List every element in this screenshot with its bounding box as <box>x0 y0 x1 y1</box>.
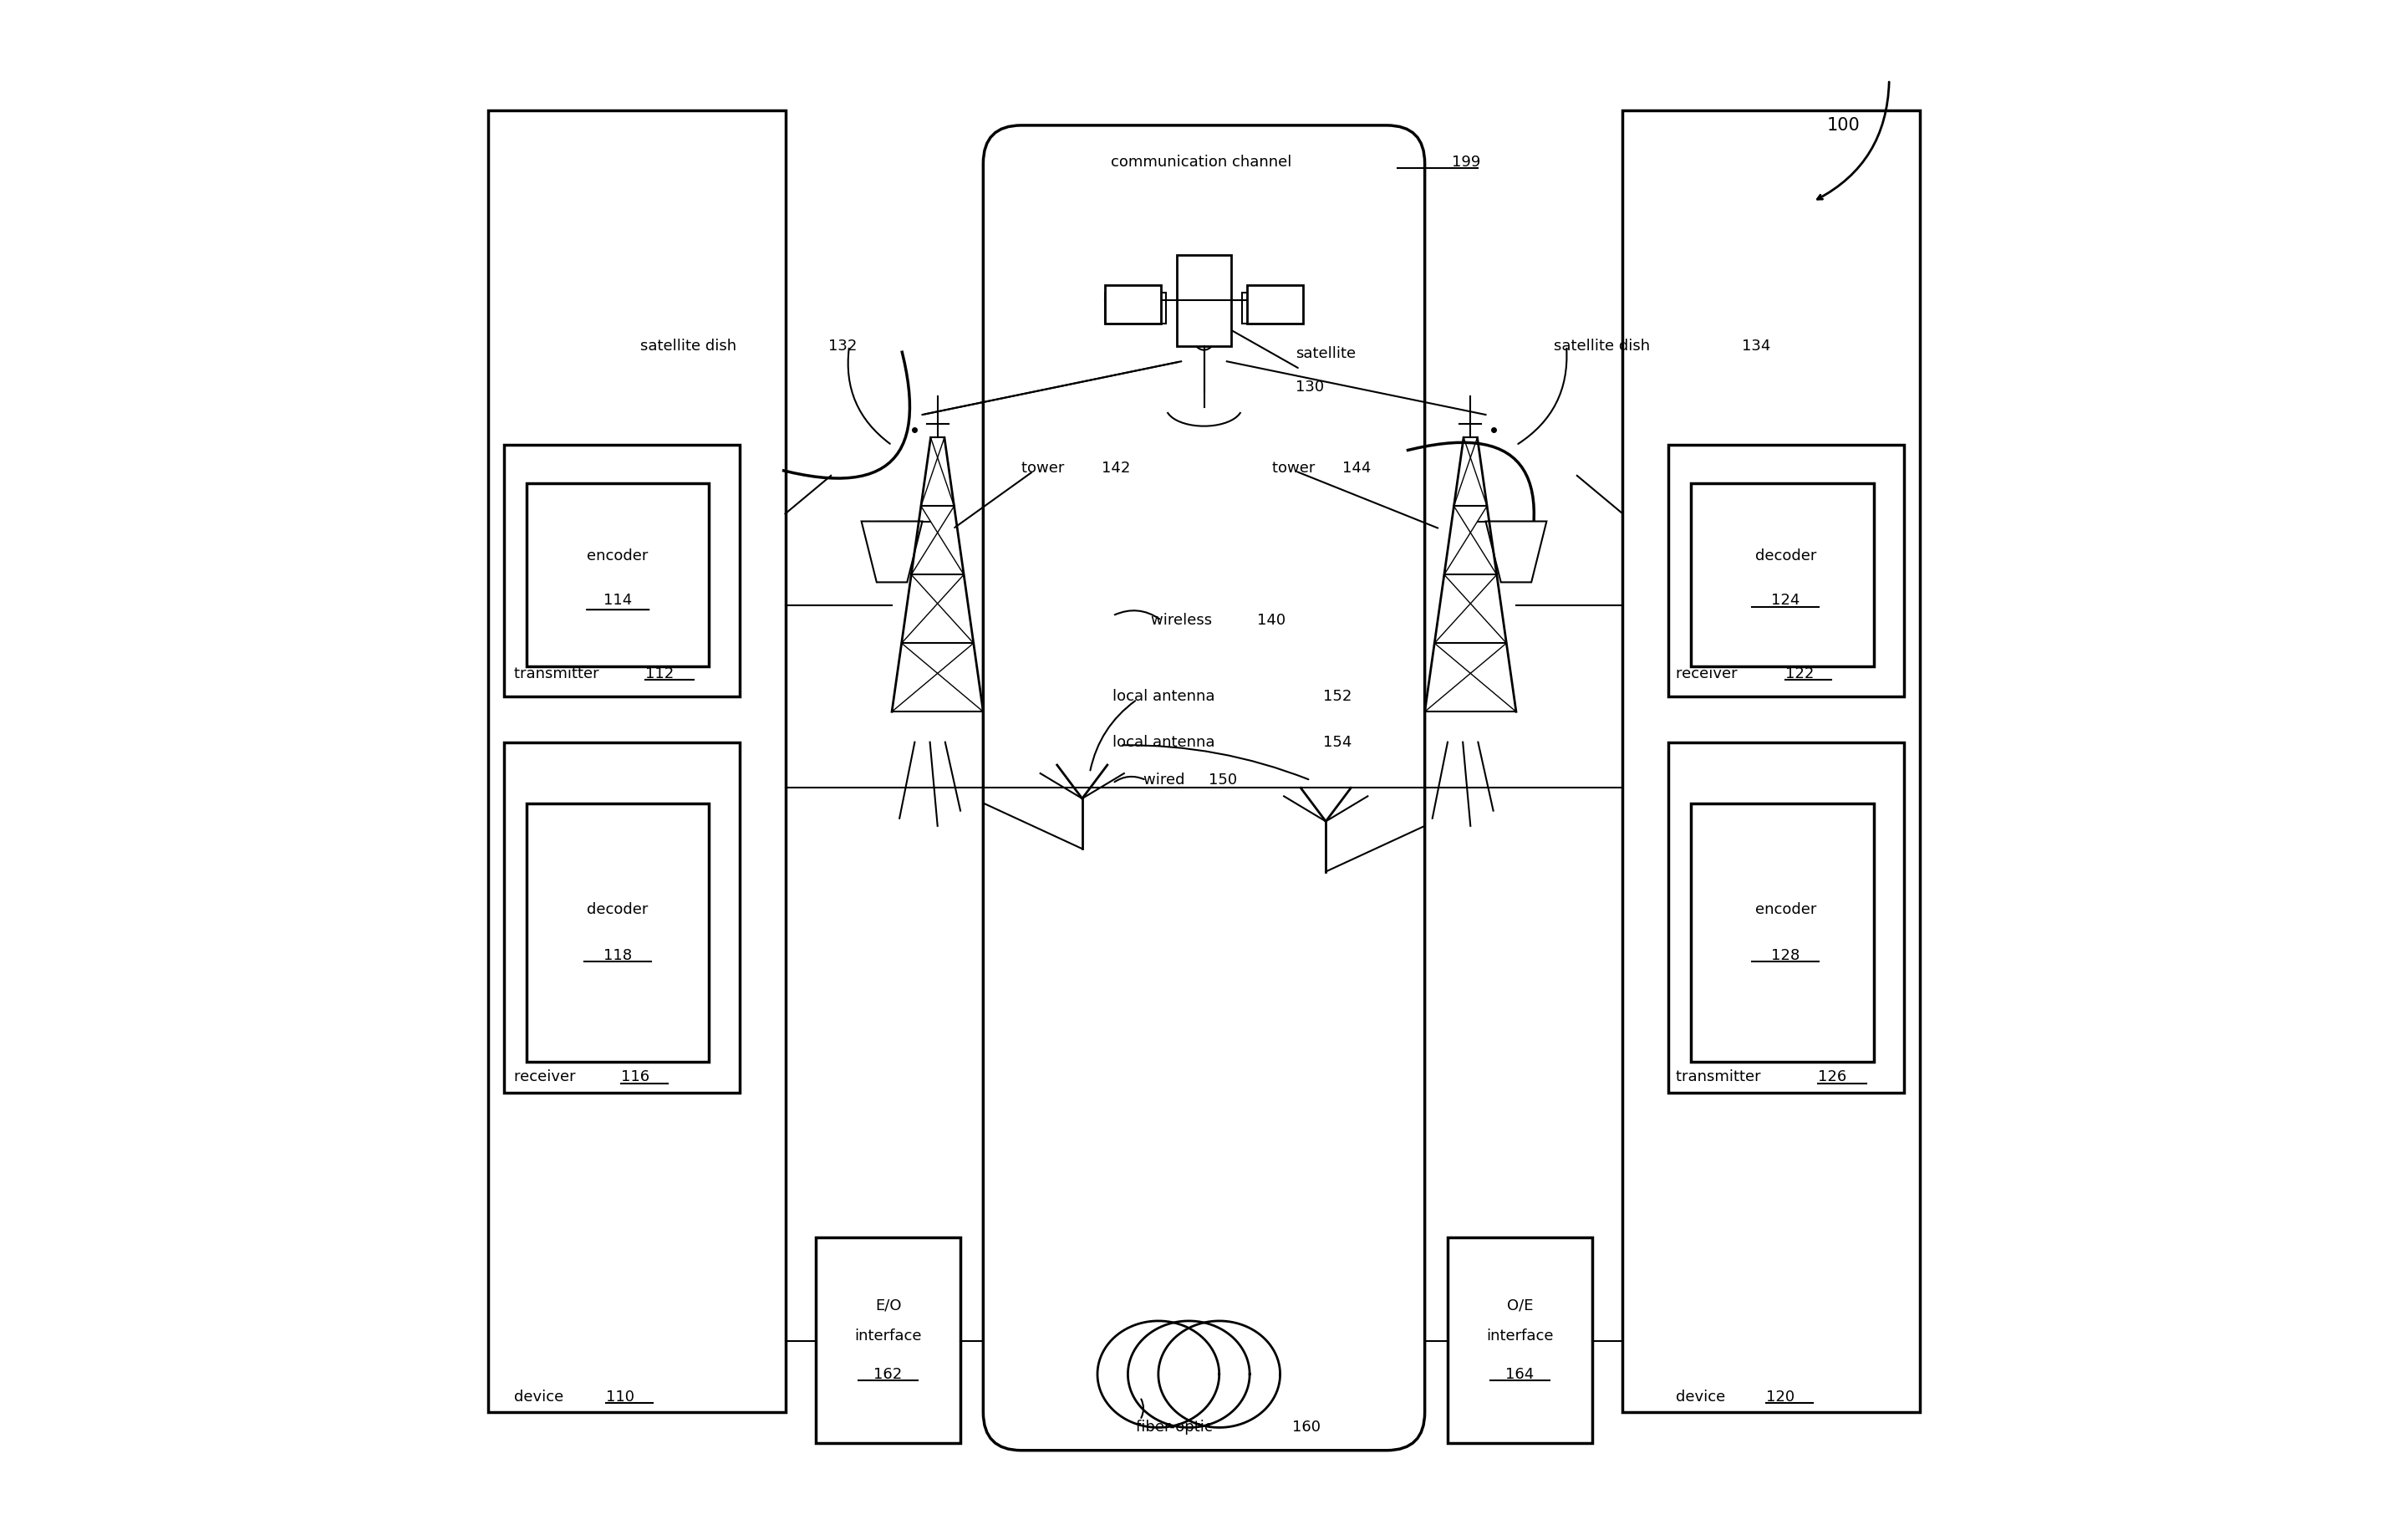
Text: transmitter: transmitter <box>515 666 604 681</box>
Text: encoder: encoder <box>1755 903 1816 916</box>
Text: decoder: decoder <box>588 903 648 916</box>
Bar <box>503 742 739 1092</box>
Text: wireless: wireless <box>1151 614 1216 627</box>
Text: local antenna: local antenna <box>1112 734 1221 750</box>
Text: 100: 100 <box>1828 116 1859 133</box>
Text: 124: 124 <box>1772 594 1801 607</box>
FancyBboxPatch shape <box>982 125 1426 1450</box>
Text: 122: 122 <box>1787 666 1813 681</box>
Bar <box>816 1238 961 1443</box>
Text: 120: 120 <box>1765 1389 1794 1405</box>
Text: 144: 144 <box>1344 461 1370 476</box>
Polygon shape <box>1486 522 1546 583</box>
Text: receiver: receiver <box>515 1069 580 1085</box>
Text: tower: tower <box>1021 461 1069 476</box>
Text: 116: 116 <box>621 1069 650 1085</box>
Text: 114: 114 <box>604 594 633 607</box>
Text: 112: 112 <box>645 666 674 681</box>
Text: tower: tower <box>1271 461 1320 476</box>
Text: 140: 140 <box>1257 614 1286 627</box>
Text: O/E: O/E <box>1507 1297 1534 1313</box>
Text: encoder: encoder <box>588 549 648 565</box>
FancyBboxPatch shape <box>1243 292 1303 323</box>
Text: 150: 150 <box>1209 773 1238 788</box>
Text: local antenna: local antenna <box>1112 688 1221 704</box>
Bar <box>527 803 710 1062</box>
Text: 132: 132 <box>828 338 857 353</box>
Text: 118: 118 <box>604 949 631 962</box>
FancyBboxPatch shape <box>1105 285 1161 323</box>
Text: communication channel: communication channel <box>1110 155 1298 170</box>
FancyBboxPatch shape <box>1105 292 1165 323</box>
Text: 134: 134 <box>1741 338 1770 353</box>
Bar <box>503 445 739 696</box>
Bar <box>1690 483 1873 666</box>
Text: device: device <box>1676 1389 1731 1405</box>
Bar <box>489 110 785 1412</box>
Bar <box>527 483 710 666</box>
FancyBboxPatch shape <box>1178 256 1230 346</box>
Bar <box>1447 1238 1592 1443</box>
Text: device: device <box>515 1389 568 1405</box>
Text: 162: 162 <box>874 1366 903 1382</box>
Text: receiver: receiver <box>1676 666 1743 681</box>
Bar <box>1623 110 1919 1412</box>
Text: wired: wired <box>1144 773 1190 788</box>
Text: satellite: satellite <box>1296 346 1356 361</box>
Text: 164: 164 <box>1505 1366 1534 1382</box>
Text: 154: 154 <box>1322 734 1351 750</box>
Bar <box>1669 742 1905 1092</box>
Text: satellite dish: satellite dish <box>1553 338 1654 353</box>
Text: 110: 110 <box>607 1389 633 1405</box>
Text: 152: 152 <box>1322 688 1351 704</box>
Ellipse shape <box>1185 266 1223 350</box>
Text: satellite dish: satellite dish <box>641 338 742 353</box>
Text: fiber-optic: fiber-optic <box>1137 1420 1216 1435</box>
Text: interface: interface <box>855 1328 922 1343</box>
Text: E/O: E/O <box>874 1297 901 1313</box>
Text: transmitter: transmitter <box>1676 1069 1765 1085</box>
Bar <box>1690 803 1873 1062</box>
Text: 160: 160 <box>1293 1420 1320 1435</box>
Text: 128: 128 <box>1772 949 1799 962</box>
Bar <box>1669 445 1905 696</box>
Text: 199: 199 <box>1452 155 1481 170</box>
Text: interface: interface <box>1486 1328 1553 1343</box>
Text: 130: 130 <box>1296 379 1324 395</box>
Text: 142: 142 <box>1103 461 1132 476</box>
Polygon shape <box>862 522 922 583</box>
Text: decoder: decoder <box>1755 549 1816 565</box>
Text: 126: 126 <box>1818 1069 1847 1085</box>
FancyBboxPatch shape <box>1247 285 1303 323</box>
